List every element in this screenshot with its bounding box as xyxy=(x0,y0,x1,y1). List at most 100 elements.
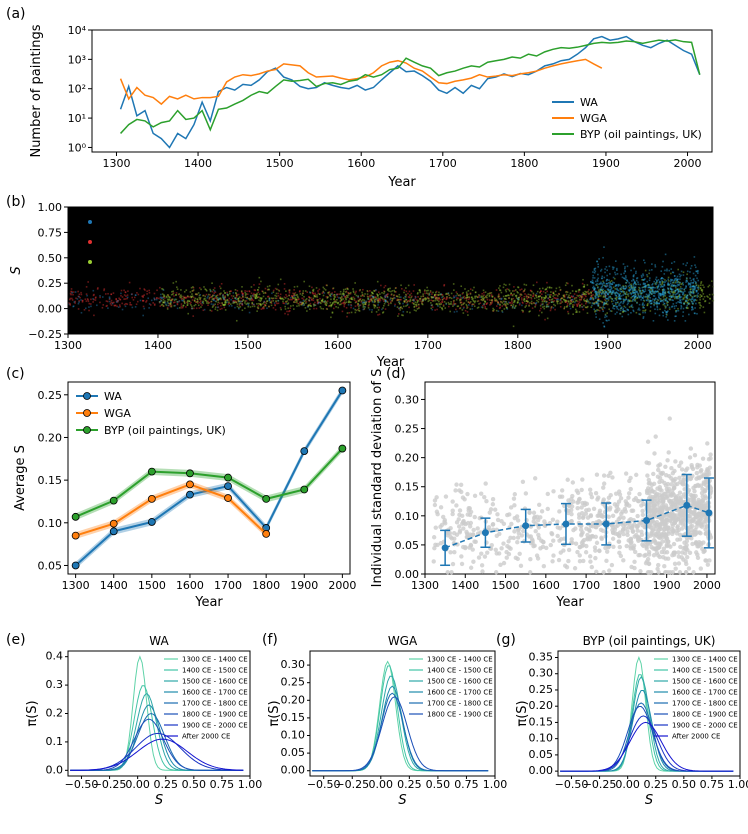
point-wga xyxy=(370,299,373,302)
point-wga xyxy=(563,307,566,310)
point-wga xyxy=(306,291,308,293)
scatter-point xyxy=(656,570,661,575)
point-wa xyxy=(593,271,596,274)
point-wga xyxy=(136,300,139,303)
point-wa xyxy=(159,296,162,299)
point-wga xyxy=(508,297,510,299)
scatter-point xyxy=(696,483,701,489)
point-byp xyxy=(241,309,244,312)
scatter-point xyxy=(490,522,496,527)
point-wa xyxy=(142,314,144,317)
point-byp xyxy=(515,304,517,307)
point-byp xyxy=(604,289,606,292)
point-wa xyxy=(616,289,619,291)
point-wga xyxy=(170,304,173,307)
point-wga xyxy=(80,293,83,296)
point-wa xyxy=(170,301,172,303)
point-byp xyxy=(277,299,279,302)
point-byp xyxy=(687,303,690,305)
point-byp xyxy=(541,300,544,303)
point-byp xyxy=(249,306,252,308)
point-wga xyxy=(235,294,238,297)
point-wga xyxy=(210,296,213,298)
scatter-point xyxy=(541,563,547,569)
point-wa xyxy=(679,290,682,293)
point-wga xyxy=(86,298,89,300)
point-wa xyxy=(213,294,216,297)
point-wa xyxy=(693,295,696,298)
point-byp xyxy=(387,289,389,291)
point-byp xyxy=(510,292,512,295)
point-wa xyxy=(667,310,669,312)
point-byp xyxy=(339,297,342,300)
point-byp xyxy=(611,298,614,300)
point-wga xyxy=(489,292,491,294)
point-wa xyxy=(676,283,679,286)
point-byp xyxy=(573,298,576,300)
point-wa xyxy=(606,292,608,294)
point-wa xyxy=(633,282,636,285)
point-wa xyxy=(618,303,620,305)
point-wa xyxy=(660,286,662,288)
point-wga xyxy=(283,283,286,285)
point-wa xyxy=(596,293,599,296)
point-byp xyxy=(516,302,519,304)
point-byp xyxy=(630,283,632,286)
point-wga xyxy=(202,309,205,312)
point-wa xyxy=(547,305,550,308)
point-byp xyxy=(310,305,312,307)
point-wga xyxy=(413,284,415,286)
point-wga xyxy=(480,299,483,301)
point-byp xyxy=(346,294,348,297)
point-wga xyxy=(386,293,389,296)
point-wa xyxy=(602,284,604,286)
point-wga xyxy=(88,309,90,312)
point-byp xyxy=(539,304,542,307)
point-wga xyxy=(241,292,244,295)
point-byp xyxy=(241,286,243,288)
point-wa xyxy=(628,290,631,292)
scatter-point xyxy=(467,506,473,511)
point-wga xyxy=(411,295,413,298)
scatter-point xyxy=(621,515,626,520)
point-wa xyxy=(609,290,612,292)
point-wga xyxy=(68,302,70,304)
point-wga xyxy=(208,301,211,304)
point-byp xyxy=(284,308,287,310)
point-wga xyxy=(314,295,317,298)
point-byp xyxy=(545,288,548,290)
point-byp xyxy=(513,300,515,302)
point-wa xyxy=(595,280,597,283)
point-byp xyxy=(510,298,513,301)
point-byp xyxy=(265,302,268,305)
point-byp xyxy=(593,288,596,290)
point-wa xyxy=(671,262,673,264)
point-wa xyxy=(634,295,637,298)
point-wga xyxy=(331,292,333,294)
scatter-point xyxy=(441,514,446,520)
scatter-point xyxy=(678,479,683,485)
point-wa xyxy=(571,298,574,301)
point-wa xyxy=(223,298,226,300)
point-byp xyxy=(226,293,229,296)
point-byp xyxy=(394,287,397,289)
point-wa xyxy=(656,306,659,309)
point-byp xyxy=(331,312,334,314)
point-byp xyxy=(523,290,525,292)
point-wa xyxy=(504,301,506,303)
point-wa xyxy=(645,295,647,298)
scatter-point xyxy=(671,528,676,533)
point-wa xyxy=(218,298,221,300)
point-wga xyxy=(242,294,244,297)
point-byp xyxy=(577,295,580,297)
point-byp xyxy=(476,300,479,303)
point-wa xyxy=(610,287,613,290)
point-byp xyxy=(238,300,241,302)
point-byp xyxy=(206,302,208,304)
point-wga xyxy=(199,300,202,302)
point-wa xyxy=(581,293,583,296)
data-point-byp xyxy=(186,469,194,478)
point-wa xyxy=(432,296,435,299)
point-wa xyxy=(624,270,627,273)
point-byp xyxy=(488,292,491,295)
